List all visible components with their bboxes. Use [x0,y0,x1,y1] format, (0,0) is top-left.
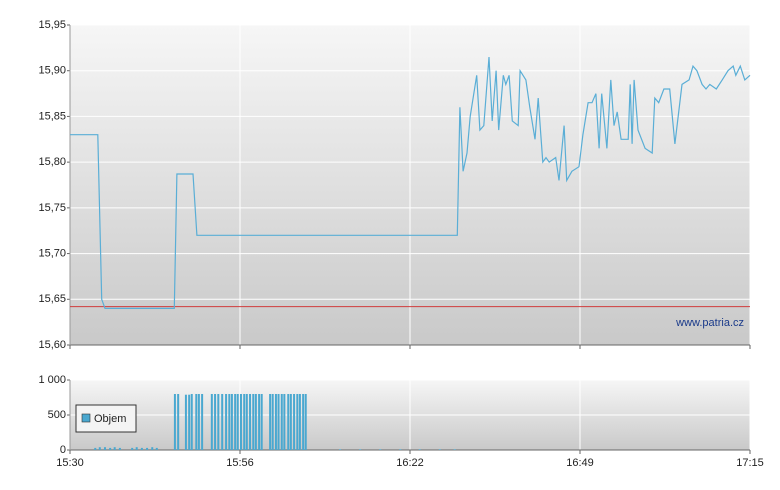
y-tick-label: 15,80 [38,156,66,168]
y-tick-label: 0 [60,444,66,456]
y-tick-label: 15,75 [38,202,66,214]
y-tick-label: 15,70 [38,247,66,259]
volume-bar [109,447,112,450]
volume-bar [296,394,299,450]
volume-bar [113,447,116,450]
x-tick-label: 15:56 [226,457,254,469]
volume-bar [197,394,200,450]
volume-bar [140,447,143,450]
volume-bar [151,447,154,450]
volume-bar [249,394,252,450]
volume-bar [103,447,106,450]
x-tick-label: 16:49 [566,457,594,469]
volume-bar [236,394,239,450]
volume-bar [98,447,101,450]
volume-bar [359,449,362,450]
x-tick-label: 17:15 [736,457,764,469]
y-tick-label: 1 000 [38,374,66,386]
volume-bar [453,449,456,450]
volume-bar [339,449,342,450]
volume-bar [289,394,292,450]
y-tick-label: 15,65 [38,293,66,305]
volume-bar [399,449,402,450]
volume-bar [287,394,290,450]
x-tick-label: 15:30 [56,457,84,469]
volume-bar [304,394,307,450]
volume-bar [258,394,261,450]
volume-bar [283,394,286,450]
volume-bar [221,394,224,450]
y-tick-label: 15,95 [38,19,66,31]
volume-bar [210,394,213,450]
volume-bar [190,394,193,450]
y-tick-label: 15,60 [38,339,66,351]
volume-bar [254,394,257,450]
legend-swatch [81,413,91,423]
volume-bar [252,394,255,450]
y-tick-label: 500 [48,409,66,421]
volume-bar [201,394,204,450]
volume-bar [217,394,220,450]
volume-bar [184,394,187,450]
volume-bar [293,394,296,450]
y-tick-label: 15,90 [38,65,66,77]
volume-bar [260,394,263,450]
volume-bar [135,447,138,450]
volume-bar [94,447,97,450]
volume-bar [195,394,198,450]
volume-bar [274,394,277,450]
volume-bar [298,394,301,450]
volume-bar [228,394,231,450]
volume-bar [379,449,382,450]
watermark: www.patria.cz [675,317,744,329]
volume-bar [230,394,233,450]
volume-bar [239,394,242,450]
volume-bar [280,394,283,450]
volume-bar [302,394,305,450]
volume-bar [131,447,134,450]
x-tick-label: 16:22 [396,457,424,469]
y-tick-label: 15,85 [38,110,66,122]
volume-bar [269,394,272,450]
volume-bar [277,394,280,450]
legend-label: Objem [94,413,126,425]
volume-bar [214,394,217,450]
volume-bar [146,447,149,450]
volume-bar [243,394,246,450]
volume-bar [188,394,191,450]
price-line [70,56,751,309]
volume-bar [438,449,441,450]
volume-bar [245,394,248,450]
volume-bar [177,394,180,450]
volume-bar [225,394,228,450]
volume-bar [418,449,421,450]
volume-bar [173,394,176,450]
volume-bar [155,447,158,450]
volume-bar [118,447,121,450]
volume-bar [234,394,237,450]
volume-bar [271,394,274,450]
